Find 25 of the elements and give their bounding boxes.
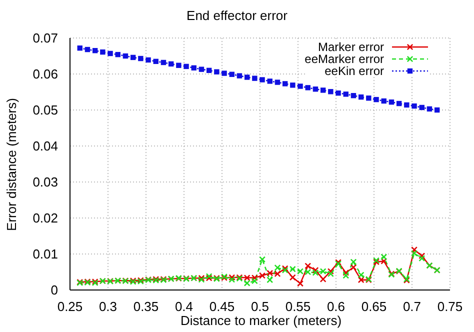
x-tick-label: 0.75 — [437, 299, 463, 314]
x-tick-label: 0.4 — [174, 299, 194, 314]
legend-label: eeMarker error — [304, 52, 384, 66]
y-tick-label: 0.01 — [32, 246, 58, 262]
x-tick-label: 0.5 — [250, 299, 270, 314]
x-tick-label: 0.35 — [133, 299, 159, 314]
x-tick-label: 0.6 — [326, 299, 346, 314]
y-tick-label: 0.02 — [32, 210, 58, 226]
x-tick-label: 0.7 — [402, 299, 422, 314]
x-tick-label: 0.25 — [57, 299, 83, 314]
y-tick-label: 0.05 — [32, 102, 58, 118]
y-axis-title: Error distance (meters) — [4, 98, 19, 230]
legend-label: Marker error — [318, 40, 384, 54]
y-tick-label: 0 — [50, 282, 58, 298]
chart-title: End effector error — [186, 8, 288, 23]
y-tick-label: 0.03 — [32, 174, 58, 190]
y-tick-label: 0.06 — [32, 66, 58, 82]
x-tick-label: 0.65 — [361, 299, 387, 314]
x-tick-label: 0.55 — [285, 299, 311, 314]
y-tick-label: 0.07 — [32, 30, 58, 46]
x-tick-label: 0.45 — [209, 299, 235, 314]
x-axis-title: Distance to marker (meters) — [179, 313, 343, 328]
y-tick-label: 0.04 — [32, 138, 58, 154]
legend-label: eeKin error — [324, 64, 384, 78]
x-tick-label: 0.3 — [98, 299, 118, 314]
